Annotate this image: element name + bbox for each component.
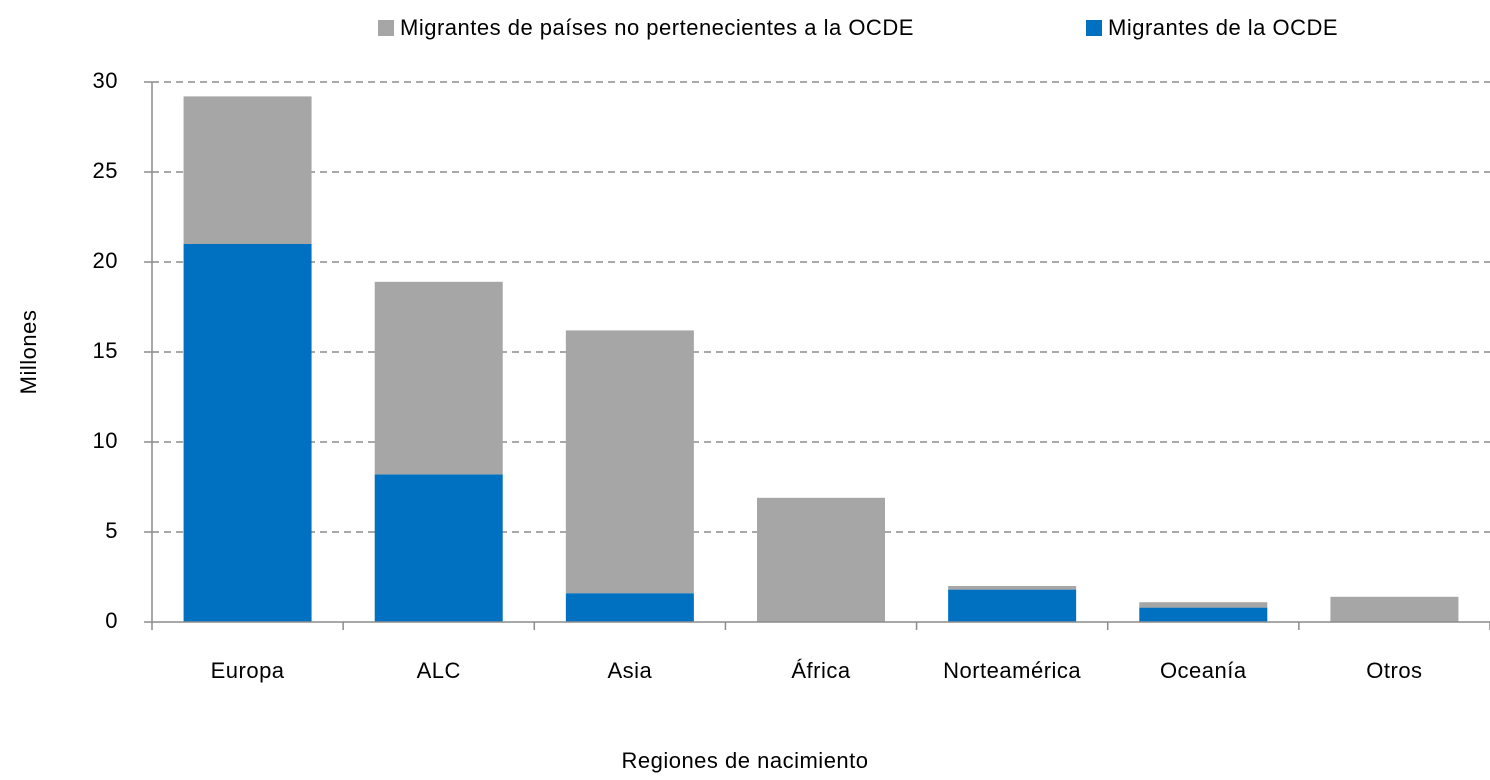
bar-segment bbox=[1330, 596, 1459, 622]
x-tick-label: Asia bbox=[607, 658, 652, 683]
x-tick-label: Europa bbox=[211, 658, 285, 683]
x-tick-label: ALC bbox=[417, 658, 461, 683]
legend-swatch bbox=[378, 20, 394, 36]
y-tick-label: 0 bbox=[105, 608, 118, 633]
legend-swatch bbox=[1086, 20, 1102, 36]
y-tick-label: 5 bbox=[105, 518, 118, 543]
y-tick-label: 25 bbox=[93, 158, 118, 183]
y-tick-label: 30 bbox=[93, 68, 118, 93]
legend-label: Migrantes de países no pertenecientes a … bbox=[400, 15, 914, 40]
bar-segment bbox=[565, 330, 694, 594]
bar-segment bbox=[948, 589, 1077, 622]
y-tick-label: 20 bbox=[93, 248, 118, 273]
bar-segment bbox=[948, 586, 1077, 590]
legend-label: Migrantes de la OCDE bbox=[1108, 15, 1338, 40]
bar-segment bbox=[565, 593, 694, 622]
bar-segment bbox=[374, 281, 503, 475]
bar-segment bbox=[374, 474, 503, 622]
bar-segment bbox=[183, 244, 312, 622]
x-tick-label: Norteamérica bbox=[943, 658, 1081, 683]
bar-segment bbox=[757, 497, 885, 622]
x-axis-title: Regiones de nacimiento bbox=[621, 748, 868, 773]
y-tick-label: 10 bbox=[93, 428, 118, 453]
bar-segment bbox=[1139, 602, 1268, 608]
x-tick-label: Oceanía bbox=[1160, 658, 1247, 683]
bar-segment bbox=[1139, 607, 1268, 622]
y-axis-title: Millones bbox=[16, 310, 41, 395]
x-tick-label: África bbox=[791, 658, 851, 683]
bar-segment bbox=[183, 96, 312, 245]
y-tick-label: 15 bbox=[93, 338, 118, 363]
x-tick-label: Otros bbox=[1366, 658, 1422, 683]
